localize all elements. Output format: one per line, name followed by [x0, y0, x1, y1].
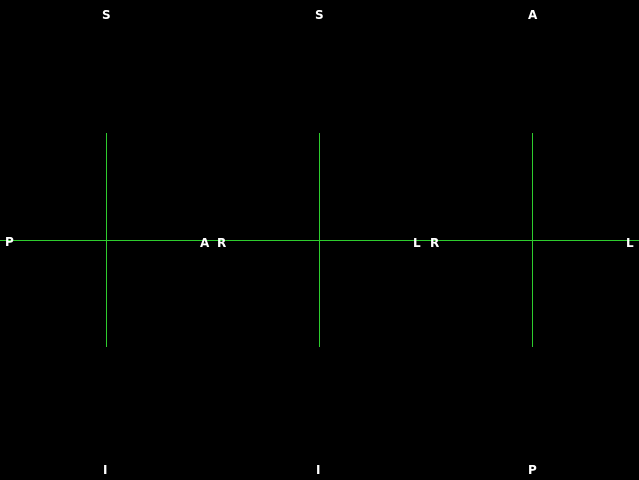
pane-2-bottom-label: I	[316, 463, 321, 477]
pane-3-bottom-label: P	[528, 463, 537, 477]
pane-1-right-label: A	[200, 236, 210, 250]
pane-3-left-label: R	[430, 236, 440, 250]
pane-3-vertical-crosshair-line	[532, 133, 533, 347]
pane-2-right-label: L	[413, 236, 421, 250]
pane-2-vertical-crosshair-line	[319, 133, 320, 347]
pane-1-top-label: S	[102, 8, 111, 22]
pane-2-top-label: S	[315, 8, 324, 22]
pane-3-top-label: A	[528, 8, 538, 22]
pane-2-left-label: R	[217, 236, 227, 250]
pane-1-left-label: P	[5, 235, 14, 249]
pane-3-right-label: L	[626, 236, 634, 250]
pane-1-bottom-label: I	[103, 463, 108, 477]
pane-1-vertical-crosshair-line	[106, 133, 107, 347]
